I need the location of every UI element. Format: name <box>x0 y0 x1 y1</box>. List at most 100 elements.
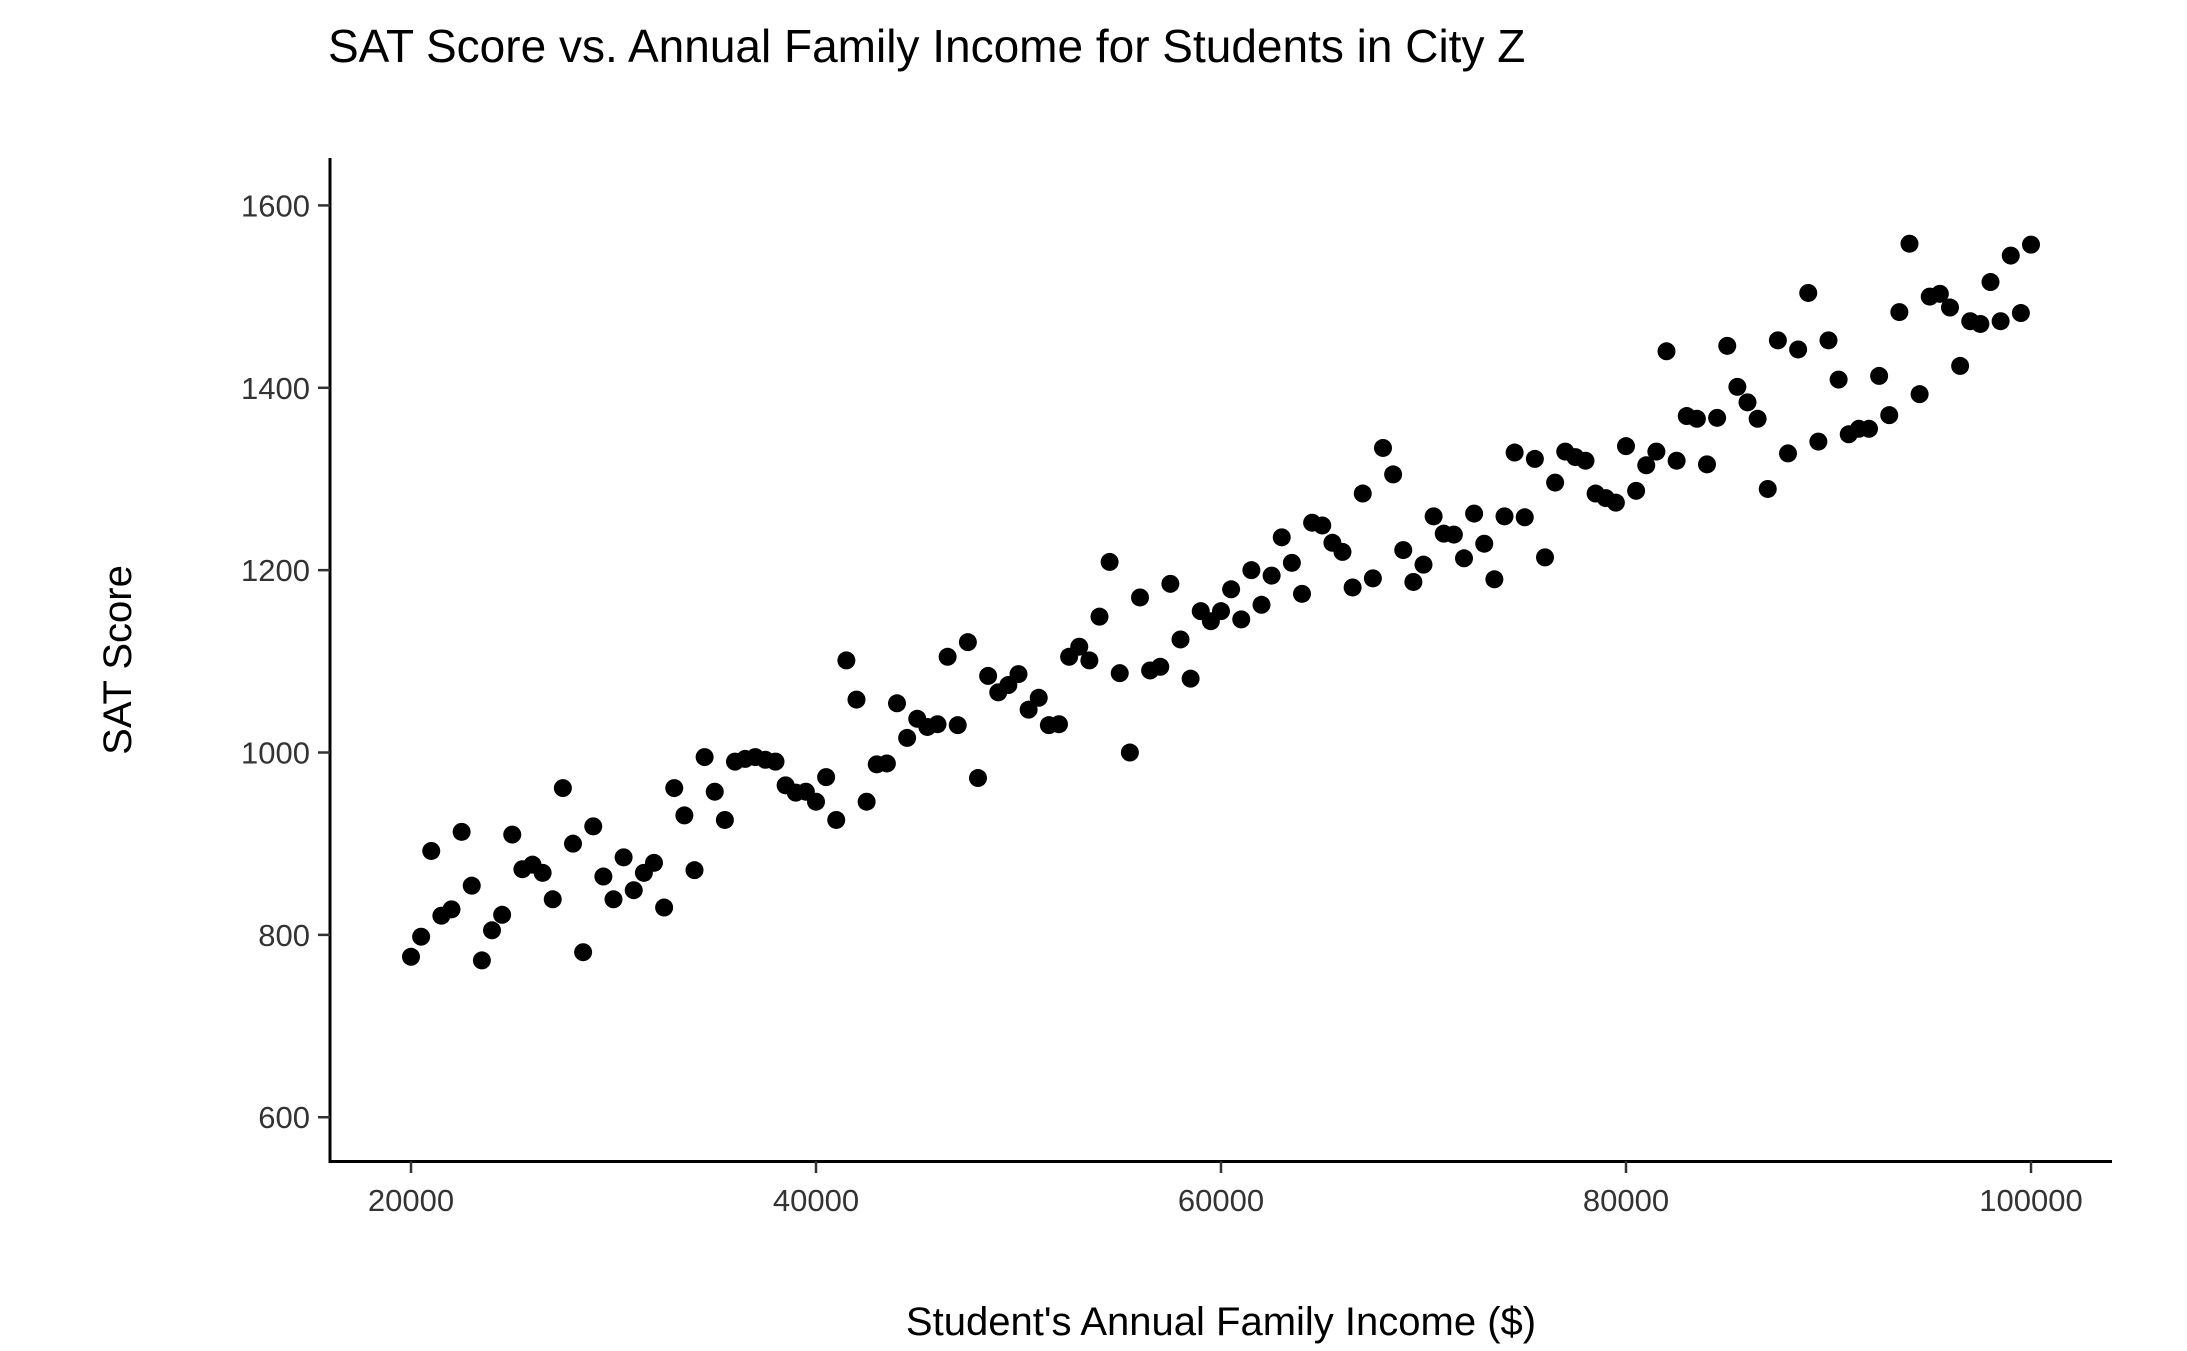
data-point <box>877 754 896 773</box>
data-point <box>1242 561 1261 580</box>
data-point <box>1161 574 1180 593</box>
data-point <box>675 806 694 825</box>
data-point <box>705 782 724 801</box>
data-point <box>1880 406 1899 425</box>
data-point <box>1363 569 1382 588</box>
data-point <box>1870 366 1889 385</box>
data-point <box>837 651 856 670</box>
x-tick-label: 60000 <box>1178 1183 1264 1218</box>
data-point <box>1637 456 1656 475</box>
data-point <box>604 890 623 909</box>
data-point <box>665 779 684 798</box>
data-point <box>442 900 461 919</box>
data-point <box>1282 553 1301 572</box>
data-point <box>614 848 633 867</box>
data-point <box>1009 665 1028 684</box>
data-point <box>533 863 552 882</box>
data-point <box>655 898 674 917</box>
data-point <box>553 779 572 798</box>
y-tick-label: 800 <box>258 918 310 953</box>
chart-title: SAT Score vs. Annual Family Income for S… <box>328 20 1525 72</box>
data-point <box>766 752 785 771</box>
data-point <box>1606 493 1625 512</box>
data-point <box>1252 595 1271 614</box>
data-point <box>543 890 562 909</box>
data-point <box>888 694 906 713</box>
data-point <box>1910 385 1929 404</box>
x-axis-ticks: 20000 40000 60000 80000 100000 <box>368 1161 2083 1218</box>
data-point <box>1779 444 1797 463</box>
data-point <box>1343 578 1362 597</box>
data-point <box>1465 504 1484 523</box>
data-point <box>1100 552 1119 571</box>
data-point <box>574 943 593 962</box>
x-tick-label: 40000 <box>773 1183 859 1218</box>
data-point <box>1080 651 1099 670</box>
axes <box>328 158 2112 1163</box>
data-point <box>1505 443 1524 462</box>
data-point <box>1404 572 1423 591</box>
data-point <box>1515 508 1534 527</box>
data-point <box>1819 331 1838 350</box>
x-tick-label: 100000 <box>1979 1183 2082 1218</box>
data-point <box>1232 610 1251 629</box>
y-axis-ticks: 600 800 1000 1200 1400 1600 <box>241 188 330 1135</box>
data-point <box>462 876 481 895</box>
data-point <box>979 666 998 685</box>
data-point <box>1110 664 1129 683</box>
data-point <box>1485 570 1504 589</box>
data-point <box>1414 555 1433 574</box>
y-tick-label: 1000 <box>241 736 310 771</box>
x-axis-title: Student's Annual Family Income ($) <box>906 1300 1536 1344</box>
data-point <box>1262 566 1281 585</box>
data-point <box>827 810 846 829</box>
data-point <box>493 905 512 924</box>
data-point <box>1647 442 1666 461</box>
data-point <box>1424 507 1443 526</box>
data-point <box>594 867 613 886</box>
data-point <box>715 810 734 829</box>
data-point <box>1657 342 1676 361</box>
data-point <box>928 715 947 734</box>
data-point <box>1353 484 1372 503</box>
data-point <box>2011 304 2030 323</box>
data-point <box>807 792 825 811</box>
data-point <box>1475 534 1494 553</box>
data-point <box>948 716 967 735</box>
data-point <box>564 834 582 853</box>
data-point <box>1171 630 1190 649</box>
data-point <box>1890 303 1909 322</box>
data-point <box>1799 283 1818 302</box>
data-point <box>503 825 522 844</box>
data-point <box>1546 473 1565 492</box>
y-tick-label: 1400 <box>241 371 310 406</box>
data-point <box>1181 669 1200 688</box>
data-point <box>898 728 917 747</box>
y-tick-label: 1600 <box>241 188 310 223</box>
data-point <box>1930 284 1949 303</box>
y-tick-label: 600 <box>258 1100 310 1135</box>
data-point <box>2022 235 2040 254</box>
data-point <box>1050 715 1068 734</box>
data-point <box>1394 541 1413 560</box>
data-point <box>1718 336 1737 355</box>
data-point <box>1293 584 1311 603</box>
data-point <box>1829 370 1848 389</box>
data-point <box>584 817 603 836</box>
data-point <box>1951 356 1970 375</box>
data-point <box>1070 637 1089 656</box>
data-point <box>817 768 836 787</box>
data-point <box>857 792 876 811</box>
data-point <box>1525 449 1544 468</box>
data-point <box>1120 743 1139 762</box>
y-axis-title: SAT Score <box>96 565 140 755</box>
data-point <box>412 927 431 946</box>
data-point <box>1576 451 1595 470</box>
data-point <box>1151 657 1170 676</box>
data-point <box>1444 525 1463 544</box>
data-point <box>1860 419 1878 438</box>
data-point <box>452 822 471 841</box>
data-point <box>1222 580 1241 599</box>
data-point <box>1374 438 1392 457</box>
